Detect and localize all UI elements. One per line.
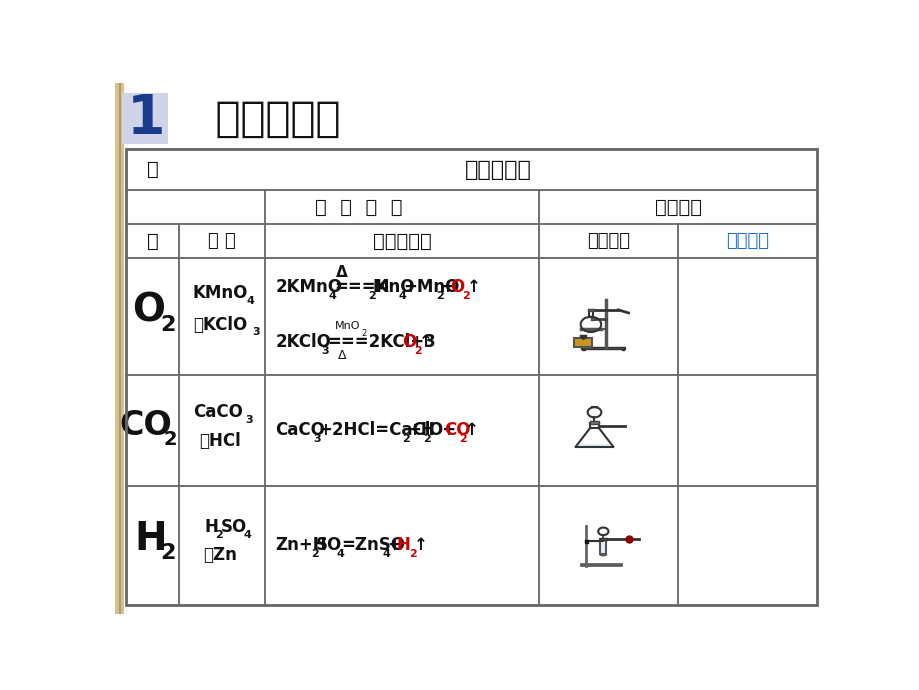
Text: CO: CO xyxy=(443,422,470,440)
Bar xyxy=(119,83,121,614)
Text: 2: 2 xyxy=(215,530,222,540)
Text: 2: 2 xyxy=(361,328,367,337)
Text: 2KMnO: 2KMnO xyxy=(275,278,342,296)
Text: 2: 2 xyxy=(368,290,376,301)
Text: H: H xyxy=(396,536,410,554)
Bar xyxy=(589,422,598,424)
Text: 气: 气 xyxy=(146,160,158,179)
Text: SO: SO xyxy=(221,518,246,535)
Bar xyxy=(115,83,123,614)
Text: 2: 2 xyxy=(414,346,422,355)
Text: MnO: MnO xyxy=(372,278,414,296)
Text: =ZnSO: =ZnSO xyxy=(341,536,404,554)
Text: 实  验  原  理: 实 验 原 理 xyxy=(315,198,403,217)
Bar xyxy=(587,309,594,311)
Text: 2: 2 xyxy=(402,434,410,444)
Text: 化学方程式: 化学方程式 xyxy=(372,232,431,251)
Text: 3: 3 xyxy=(312,434,321,444)
Text: 4: 4 xyxy=(329,290,336,301)
Text: 3: 3 xyxy=(245,415,253,425)
Text: 发生装置: 发生装置 xyxy=(586,233,630,250)
Text: 2: 2 xyxy=(160,543,176,563)
Text: 和HCl: 和HCl xyxy=(199,432,241,450)
Text: 4: 4 xyxy=(335,549,344,559)
Text: O: O xyxy=(449,278,464,296)
Text: 实验室制法: 实验室制法 xyxy=(464,159,531,179)
Text: 4: 4 xyxy=(246,295,255,306)
Text: SO: SO xyxy=(316,536,342,554)
Bar xyxy=(584,540,587,543)
Text: O: O xyxy=(402,333,416,351)
FancyBboxPatch shape xyxy=(122,93,168,144)
Text: 2: 2 xyxy=(164,431,176,449)
Text: 1: 1 xyxy=(126,92,165,146)
Text: 2: 2 xyxy=(459,434,467,444)
Text: O: O xyxy=(132,291,165,329)
Bar xyxy=(580,347,625,348)
Text: 收集方法: 收集方法 xyxy=(725,233,768,250)
Text: 气体的制取: 气体的制取 xyxy=(200,98,340,140)
Text: +: + xyxy=(439,278,453,296)
Bar xyxy=(579,444,609,446)
Text: ↑: ↑ xyxy=(464,422,478,440)
Text: Δ: Δ xyxy=(335,265,347,280)
Text: MnO: MnO xyxy=(335,321,359,331)
Text: ↑: ↑ xyxy=(418,333,432,351)
Bar xyxy=(621,348,624,350)
Text: ===K: ===K xyxy=(335,278,389,296)
Text: 和Zn: 和Zn xyxy=(203,546,237,564)
Bar xyxy=(126,149,816,604)
Text: Zn+H: Zn+H xyxy=(275,536,326,554)
Text: 2: 2 xyxy=(461,290,470,301)
Text: 4: 4 xyxy=(243,530,251,540)
Text: 3: 3 xyxy=(252,328,260,337)
Text: +: + xyxy=(387,536,401,554)
Text: CO: CO xyxy=(119,408,172,442)
Text: CaCO: CaCO xyxy=(275,422,325,440)
Text: 实验装置: 实验装置 xyxy=(654,198,701,217)
Text: H: H xyxy=(134,520,166,558)
Text: 2: 2 xyxy=(423,434,430,444)
Text: 2: 2 xyxy=(311,549,319,559)
Text: 2: 2 xyxy=(436,290,443,301)
Text: O+: O+ xyxy=(427,422,456,440)
Text: 或KClO: 或KClO xyxy=(192,315,246,333)
Text: ↑: ↑ xyxy=(466,278,480,296)
Text: 体: 体 xyxy=(146,232,158,251)
Bar xyxy=(590,318,593,320)
Text: 4: 4 xyxy=(398,290,405,301)
Text: 2: 2 xyxy=(160,315,176,335)
Bar xyxy=(582,348,584,350)
Bar xyxy=(581,564,621,566)
Text: +2HCl=CaCl: +2HCl=CaCl xyxy=(318,422,430,440)
Text: 2: 2 xyxy=(408,549,416,559)
Text: CaCO: CaCO xyxy=(193,403,243,421)
Text: 3: 3 xyxy=(322,346,329,355)
Bar xyxy=(599,538,607,540)
Text: KMnO: KMnO xyxy=(192,284,247,302)
Bar xyxy=(599,539,606,554)
Text: Δ: Δ xyxy=(338,349,346,362)
Text: ===2KCl+3: ===2KCl+3 xyxy=(326,333,435,351)
Text: 4: 4 xyxy=(382,549,390,559)
Text: +MnO: +MnO xyxy=(403,278,459,296)
Bar xyxy=(573,338,591,347)
Text: +H: +H xyxy=(407,422,435,440)
Text: 2KClO: 2KClO xyxy=(275,333,331,351)
Text: H: H xyxy=(204,518,218,535)
Text: ↑: ↑ xyxy=(414,536,427,554)
Text: 药 品: 药 品 xyxy=(208,233,235,250)
